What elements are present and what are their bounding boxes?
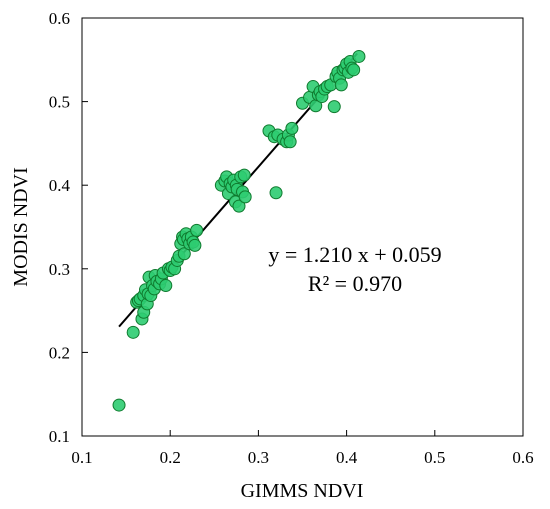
y-tick-label: 0.1 xyxy=(49,427,70,446)
x-tick-label: 0.5 xyxy=(424,448,445,467)
x-tick-label: 0.3 xyxy=(248,448,269,467)
y-axis-title: MODIS NDVI xyxy=(10,167,32,286)
data-point xyxy=(327,100,341,114)
data-point xyxy=(283,135,297,149)
regression-equation: y = 1.210 x + 0.059 xyxy=(268,242,441,267)
y-tick-label: 0.3 xyxy=(49,260,70,279)
data-point xyxy=(159,279,173,293)
data-point xyxy=(285,121,299,135)
data-point xyxy=(232,199,246,213)
data-points xyxy=(112,49,366,412)
data-point xyxy=(334,78,348,92)
y-tick-label: 0.2 xyxy=(49,343,70,362)
y-tick-label: 0.5 xyxy=(49,93,70,112)
data-point xyxy=(238,190,252,204)
y-tick-label: 0.6 xyxy=(49,9,70,28)
tick-labels: 0.1 0.2 0.3 0.4 0.5 0.6 0.1 0.2 0.3 0.4 0.5 0.6 xyxy=(49,9,534,467)
data-point xyxy=(126,325,140,339)
tick-marks xyxy=(81,17,524,437)
plot-area-frame xyxy=(81,17,524,437)
r-squared-label: R² = 0.970 xyxy=(308,271,402,296)
y-tick-label: 0.4 xyxy=(49,176,71,195)
data-point xyxy=(347,63,361,77)
data-point xyxy=(190,223,204,237)
data-point xyxy=(188,238,202,252)
x-axis-title: GIMMS NDVI xyxy=(241,480,364,502)
x-tick-label: 0.1 xyxy=(71,448,92,467)
data-point xyxy=(177,247,191,261)
x-tick-label: 0.6 xyxy=(512,448,533,467)
data-point xyxy=(237,168,251,182)
x-tick-label: 0.2 xyxy=(160,448,181,467)
data-point xyxy=(269,186,283,200)
data-point xyxy=(352,49,366,63)
x-tick-label: 0.4 xyxy=(336,448,358,467)
data-point xyxy=(112,398,126,412)
